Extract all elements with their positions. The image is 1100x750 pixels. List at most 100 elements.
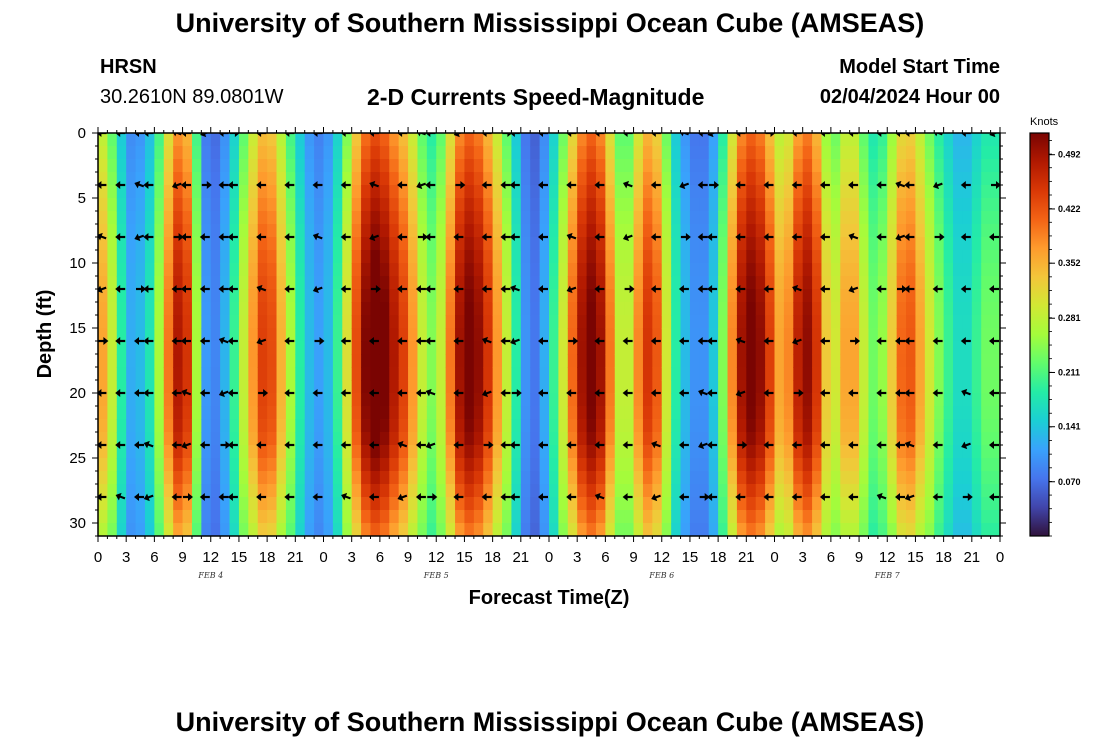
heatmap-cell <box>896 341 907 355</box>
heatmap-cell <box>304 250 315 264</box>
heatmap-cell <box>567 341 578 355</box>
heatmap-cell <box>699 250 710 264</box>
heatmap-cell <box>436 523 447 536</box>
heatmap-cell <box>915 380 926 394</box>
heatmap-cell <box>736 185 747 199</box>
heatmap-cell <box>718 198 729 212</box>
heatmap-cell <box>727 419 738 433</box>
heatmap-cell <box>661 445 672 459</box>
heatmap-cell <box>295 211 306 225</box>
heatmap-cell <box>389 432 400 446</box>
heatmap-cell <box>830 250 841 264</box>
heatmap-cell <box>671 302 682 316</box>
heatmap-cell <box>210 276 221 290</box>
heatmap-cell <box>107 315 118 329</box>
heatmap-cell <box>652 523 663 536</box>
current-vector <box>500 233 511 241</box>
heatmap-cell <box>351 328 362 342</box>
heatmap-cell <box>708 380 719 394</box>
x-tick-label: 0 <box>996 549 1004 566</box>
heatmap-cell <box>614 458 625 472</box>
current-vector <box>819 233 830 241</box>
heatmap-cell <box>840 159 851 173</box>
heatmap-cell <box>774 497 785 511</box>
heatmap-cell <box>943 445 954 459</box>
heatmap-cell <box>699 471 710 485</box>
heatmap-cell <box>661 302 672 316</box>
heatmap-cell <box>511 471 522 485</box>
heatmap-cell <box>783 159 794 173</box>
heatmap-cell <box>135 406 146 420</box>
heatmap-cell <box>285 471 296 485</box>
heatmap-cell <box>971 198 982 212</box>
heatmap-cell <box>323 484 334 498</box>
heatmap-cell <box>238 354 249 368</box>
heatmap-cell <box>163 146 174 160</box>
heatmap-cell <box>727 484 738 498</box>
heatmap-cell <box>877 172 888 186</box>
heatmap-cell <box>436 224 447 238</box>
heatmap-cell <box>276 393 287 407</box>
heatmap-cell <box>652 497 663 511</box>
heatmap-cell <box>906 315 917 329</box>
heatmap-cell <box>445 276 456 290</box>
heatmap-cell <box>699 315 710 329</box>
heatmap-cell <box>812 406 823 420</box>
heatmap-cell <box>257 523 268 536</box>
heatmap-cell <box>915 211 926 225</box>
heatmap-cell <box>398 328 409 342</box>
heatmap-cell <box>426 172 437 186</box>
heatmap-cell <box>436 445 447 459</box>
current-vector <box>453 441 464 449</box>
heatmap-cell <box>238 250 249 264</box>
heatmap-cell <box>154 133 165 147</box>
heatmap-cell <box>849 224 860 238</box>
heatmap-cell <box>351 458 362 472</box>
heatmap-cell <box>201 250 212 264</box>
heatmap-cell <box>755 250 766 264</box>
heatmap-cell <box>877 523 888 536</box>
heatmap-cell <box>915 471 926 485</box>
heatmap-cell <box>116 185 127 199</box>
heatmap-cell <box>539 172 550 186</box>
heatmap-cell <box>191 133 202 147</box>
heatmap-cell <box>953 354 964 368</box>
heatmap-cell <box>473 458 484 472</box>
heatmap-cell <box>558 471 569 485</box>
heatmap-cell <box>812 315 823 329</box>
heatmap-cell <box>455 250 466 264</box>
heatmap-cell <box>990 146 1000 160</box>
heatmap-cell <box>314 185 325 199</box>
heatmap-cell <box>558 380 569 394</box>
heatmap-cell <box>586 393 597 407</box>
heatmap-cell <box>191 510 202 524</box>
heatmap-cell <box>426 380 437 394</box>
heatmap-cell <box>887 133 898 147</box>
heatmap-cell <box>455 172 466 186</box>
heatmap-cell <box>680 471 691 485</box>
heatmap-cell <box>144 523 155 536</box>
heatmap-cell <box>624 510 635 524</box>
heatmap-cell <box>304 198 315 212</box>
heatmap-cell <box>887 237 898 251</box>
heatmap-cell <box>530 146 541 160</box>
heatmap-cell <box>718 328 729 342</box>
heatmap-cell <box>671 484 682 498</box>
heatmap-cell <box>830 510 841 524</box>
heatmap-cell <box>530 172 541 186</box>
heatmap-cell <box>229 302 240 316</box>
heatmap-cell <box>934 406 945 420</box>
heatmap-cell <box>727 432 738 446</box>
heatmap-cell <box>558 172 569 186</box>
heatmap-cell <box>746 380 757 394</box>
heatmap-cell <box>144 484 155 498</box>
heatmap-cell <box>962 302 973 316</box>
heatmap-cell <box>210 133 221 147</box>
current-vector <box>622 133 633 137</box>
heatmap-cell <box>689 172 700 186</box>
current-vector <box>989 493 999 501</box>
x-tick-label: 6 <box>150 549 158 566</box>
heatmap-cell <box>567 289 578 303</box>
heatmap-cell <box>98 484 108 498</box>
heatmap-cell <box>276 406 287 420</box>
